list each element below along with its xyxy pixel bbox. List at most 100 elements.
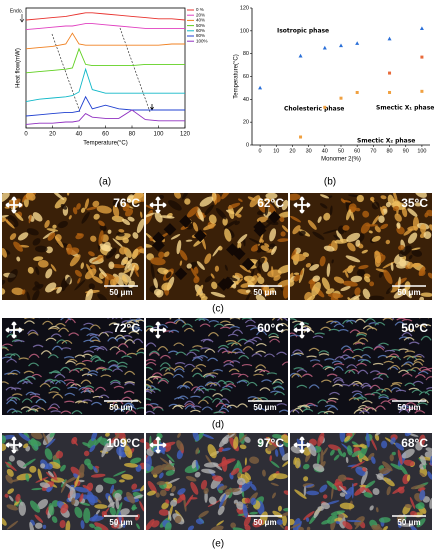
texture-arc	[14, 340, 25, 343]
texture-arc	[201, 406, 213, 411]
texture-blob	[8, 495, 14, 502]
texture-blob	[319, 203, 328, 209]
texture-blob	[126, 491, 135, 504]
texture-blob	[103, 227, 107, 232]
texture-blob	[351, 450, 361, 458]
texture-blob	[91, 275, 103, 284]
texture-blob	[408, 254, 413, 260]
texture-arc	[213, 323, 225, 328]
texture-blob	[277, 238, 288, 242]
texture-arc	[227, 342, 238, 346]
texture-arc	[181, 323, 193, 328]
texture-arc	[27, 329, 39, 335]
texture-arc	[174, 362, 186, 365]
texture-blob	[282, 515, 287, 527]
texture-arc	[47, 354, 59, 359]
texture-arc	[398, 336, 410, 340]
texture-arc	[123, 390, 135, 394]
texture-blob	[392, 193, 398, 202]
texture-blob	[409, 497, 416, 509]
texture-blob	[96, 205, 112, 214]
texture-arc	[28, 353, 40, 359]
texture-arc	[6, 358, 18, 363]
texture-blob	[240, 473, 250, 484]
texture-arc	[107, 360, 119, 364]
texture-blob	[298, 230, 306, 236]
texture-blob	[360, 222, 371, 234]
texture-arc	[403, 355, 414, 359]
texture-blob	[90, 235, 97, 242]
x-tick-label: 100	[417, 148, 426, 154]
texture-blob	[101, 443, 109, 458]
texture-blob	[359, 443, 367, 449]
texture-blob	[65, 475, 79, 484]
texture-blob	[321, 277, 330, 291]
texture-blob	[362, 288, 371, 300]
texture-arc	[191, 357, 203, 362]
texture-arc	[193, 388, 205, 394]
texture-blob	[187, 525, 195, 530]
texture-arc	[61, 339, 73, 345]
texture-arc	[114, 334, 126, 340]
texture-arc	[259, 369, 270, 373]
texture-blob	[118, 229, 125, 233]
texture-arc	[357, 358, 369, 362]
texture-blob	[23, 433, 30, 439]
texture-arc	[132, 338, 144, 344]
texture-arc	[116, 337, 127, 341]
texture-arc	[184, 400, 196, 406]
texture-arc	[339, 354, 351, 359]
texture-arc	[4, 372, 15, 375]
texture-arc	[293, 367, 304, 370]
texture-arc	[383, 360, 394, 364]
texture-blob	[105, 433, 110, 437]
texture-arc	[100, 374, 112, 378]
texture-arc	[307, 404, 319, 407]
texture-arc	[280, 329, 288, 334]
texture-blob	[112, 276, 119, 286]
texture-blob	[320, 449, 324, 465]
texture-arc	[223, 380, 235, 385]
texture-arc	[231, 348, 243, 353]
texture-blob	[407, 208, 418, 217]
texture-arc	[87, 370, 99, 374]
texture-arc	[58, 327, 70, 333]
texture-blob	[399, 464, 408, 476]
texture-arc	[2, 356, 13, 360]
texture-arc	[413, 358, 425, 363]
micrograph: 72°C 50 μm	[2, 318, 144, 415]
texture-blob	[179, 250, 188, 261]
texture-arc	[276, 318, 288, 322]
texture-arc	[251, 353, 263, 357]
texture-arc	[55, 380, 66, 385]
texture-arc	[296, 384, 308, 389]
texture-blob	[146, 243, 153, 248]
texture-blob	[281, 434, 288, 443]
texture-blob	[290, 215, 302, 223]
texture-blob	[282, 507, 288, 512]
texture-blob	[244, 472, 252, 481]
texture-blob	[411, 262, 421, 268]
texture-blob	[284, 526, 288, 530]
texture-arc	[182, 381, 194, 387]
texture-blob	[221, 456, 228, 472]
texture-blob	[420, 292, 432, 297]
texture-arc	[290, 332, 298, 338]
texture-blob	[80, 207, 86, 213]
texture-blob	[258, 440, 264, 446]
texture-arc	[38, 318, 49, 319]
texture	[2, 433, 144, 530]
texture-blob	[2, 248, 7, 258]
texture-blob	[398, 245, 412, 258]
texture-arc	[148, 352, 160, 357]
texture-blob	[136, 523, 140, 530]
texture-arc	[329, 391, 340, 396]
texture-arc	[32, 344, 44, 348]
scale-label: 50 μm	[397, 518, 420, 527]
texture-arc	[209, 382, 221, 387]
texture-blob	[303, 485, 307, 497]
texture-blob	[407, 226, 418, 231]
texture-blob	[76, 203, 81, 210]
texture-blob	[75, 233, 84, 240]
texture-blob	[342, 280, 358, 287]
